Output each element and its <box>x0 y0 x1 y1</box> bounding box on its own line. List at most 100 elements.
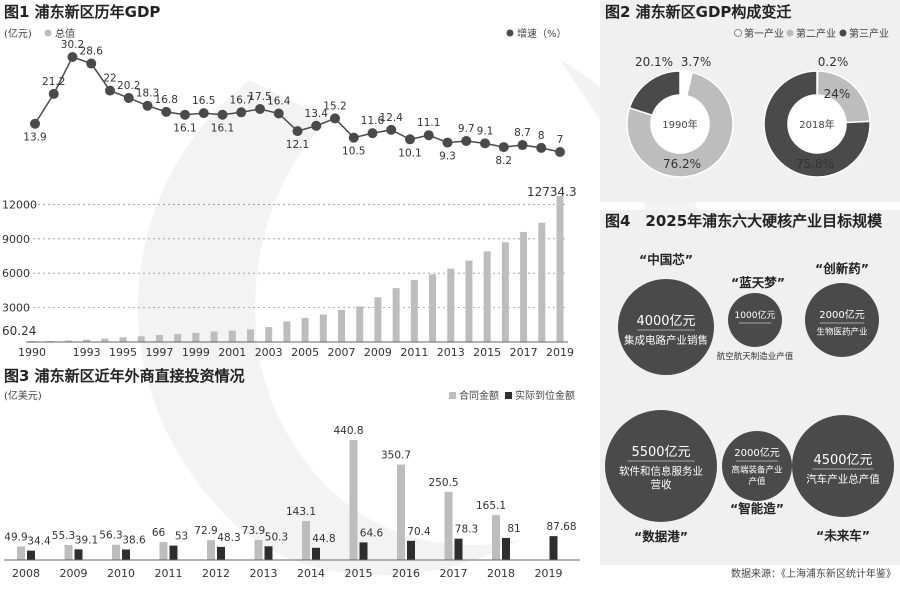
year-label: 2014 <box>297 567 325 580</box>
growth-value-label: 8.2 <box>495 155 512 167</box>
contract-value-label: 143.1 <box>286 506 316 518</box>
growth-point <box>142 100 153 111</box>
growth-point <box>405 134 415 145</box>
gdp-bar <box>338 309 346 342</box>
x-tick-label: 2001 <box>218 346 246 359</box>
year-label: 2017 <box>440 567 468 580</box>
legend-growth-label: 增速（%） <box>517 27 567 40</box>
donut-year-label: 1990年 <box>662 118 697 131</box>
gdp-bar <box>483 251 491 342</box>
legend-tertiary-marker <box>839 29 847 37</box>
gdp-bar <box>465 260 473 342</box>
contract-bar <box>254 539 263 560</box>
y-tick-label: 6000 <box>2 267 30 280</box>
legend-secondary-marker <box>786 29 794 37</box>
bubble-value: 5500亿元 <box>631 445 690 460</box>
growth-value-label: 7 <box>557 134 564 146</box>
growth-point <box>198 108 209 119</box>
actual-bar <box>122 549 130 560</box>
growth-point <box>348 132 359 143</box>
actual-value-label: 70.4 <box>407 526 431 538</box>
actual-bar <box>359 542 368 560</box>
gdp-bar <box>429 274 437 342</box>
actual-value-label: 87.68 <box>546 521 576 533</box>
x-tick-label: 1990 <box>18 346 46 359</box>
year-label: 2016 <box>392 567 420 580</box>
growth-point <box>292 126 303 137</box>
growth-value-label: 13.4 <box>305 108 329 120</box>
growth-point <box>67 52 78 62</box>
bubble-desc: 高端装备产业 <box>731 465 782 476</box>
gdp-last-value: 12734.3 <box>527 185 577 199</box>
growth-value-label: 30.2 <box>61 39 84 51</box>
gdp-bar <box>265 327 273 342</box>
gdp-bar <box>246 329 254 342</box>
legend-total-marker <box>44 29 52 37</box>
industry-bubble <box>805 283 879 357</box>
growth-value-label: 16.8 <box>155 94 178 106</box>
growth-value-label: 21.2 <box>42 76 65 88</box>
year-label: 2012 <box>202 567 230 580</box>
legend-tertiary-label: 第三产业 <box>849 27 889 40</box>
growth-value-label: 9.7 <box>458 123 475 135</box>
growth-value-label: 18.3 <box>136 88 159 100</box>
growth-point <box>48 88 59 99</box>
industry-bubble <box>728 293 782 347</box>
x-tick-label: 2015 <box>473 346 501 359</box>
growth-value-label: 11.6 <box>361 115 385 127</box>
x-tick-label: 2005 <box>291 346 319 359</box>
contract-bar <box>492 515 500 560</box>
growth-value-label: 8.7 <box>514 127 531 139</box>
contract-value-label: 165.1 <box>476 500 506 512</box>
growth-point <box>480 138 490 149</box>
actual-bar <box>217 546 225 560</box>
bubble-desc: 航空航天制造业产值 <box>717 351 794 362</box>
gdp-bar <box>356 306 364 342</box>
x-tick-label: 1999 <box>182 346 210 359</box>
bubble-value: 1000亿元 <box>735 309 776 321</box>
actual-bar <box>549 536 558 560</box>
bubble-value: 2000亿元 <box>734 446 779 459</box>
bubble-desc: 集成电路产业销售 <box>624 334 708 347</box>
growth-value-label: 9.3 <box>439 151 456 163</box>
gdp-bar <box>447 268 455 342</box>
legend-total-label: 总值 <box>55 27 75 40</box>
x-tick-label: 2013 <box>437 346 465 359</box>
gdp-bar <box>83 339 91 342</box>
growth-point <box>442 137 453 148</box>
actual-value-label: 38.6 <box>122 534 146 546</box>
growth-value-label: 22 <box>103 73 116 85</box>
gdp-bar <box>520 231 528 342</box>
growth-point <box>517 140 528 151</box>
gdp-bar <box>155 335 163 342</box>
primary-pct-label: 3.7% <box>681 55 712 69</box>
growth-point <box>330 113 340 124</box>
bubble-value: 4000亿元 <box>636 314 695 329</box>
contract-bar <box>302 521 310 560</box>
actual-bar <box>312 547 320 560</box>
actual-bar <box>454 538 463 560</box>
contract-value-label: 440.8 <box>333 425 363 437</box>
primary-pct-label: 0.2% <box>818 55 849 69</box>
growth-point <box>555 147 565 157</box>
tertiary-pct-label: 75.8% <box>796 157 834 171</box>
bubble-nickname: “蓝天梦” <box>731 275 785 290</box>
contract-value-label: 250.5 <box>428 477 458 489</box>
legend-contract-label: 合同金额 <box>459 389 499 402</box>
gdp-bar <box>392 288 400 342</box>
donut-hole <box>651 95 709 153</box>
growth-point <box>161 106 172 117</box>
year-label: 2011 <box>155 567 183 580</box>
year-label: 2008 <box>12 567 40 580</box>
actual-value-label: 53 <box>175 531 188 543</box>
bubble-value: 4500亿元 <box>813 453 872 468</box>
actual-bar <box>407 540 415 560</box>
fig1-unit: (亿元) <box>4 27 32 40</box>
contract-value-label: 56.3 <box>99 530 122 542</box>
growth-value-label: 16.1 <box>211 123 234 135</box>
gdp-bar <box>210 331 218 342</box>
contract-value-label: 49.9 <box>4 531 27 543</box>
gdp-bar <box>101 338 109 342</box>
